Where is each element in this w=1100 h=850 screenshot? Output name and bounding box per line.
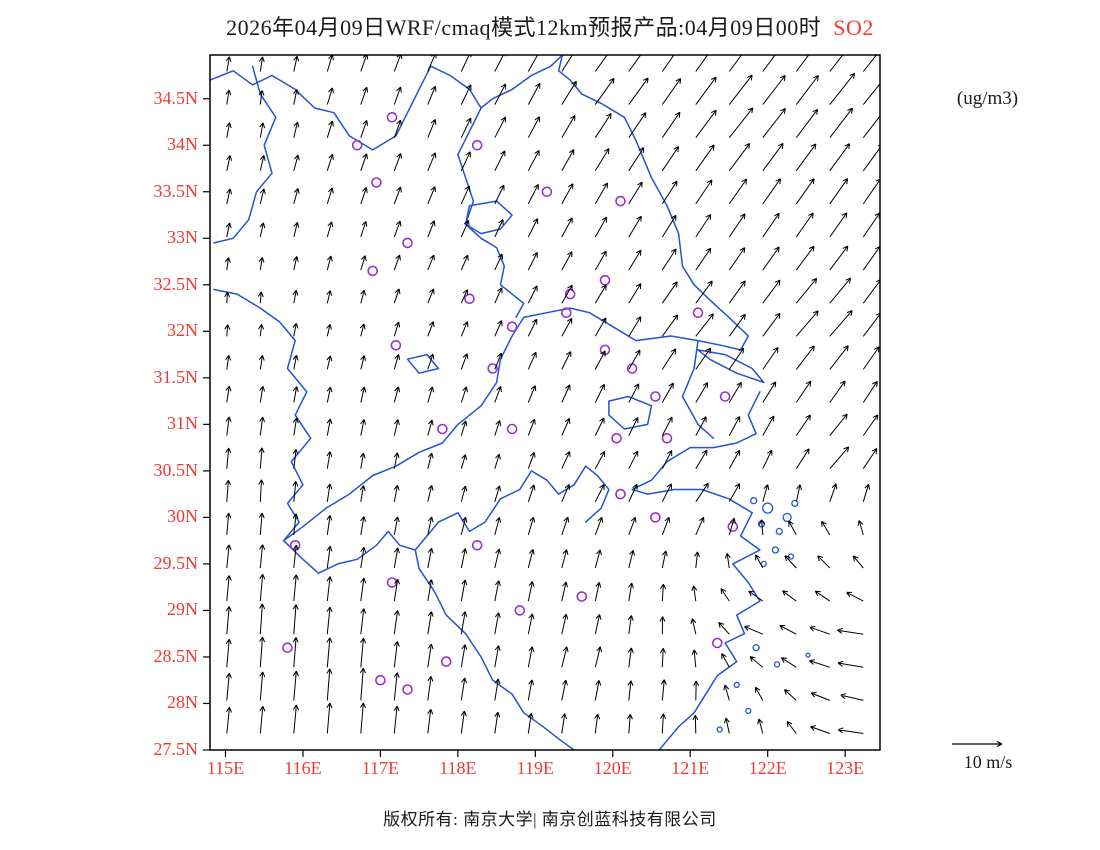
- station-marker: [440, 656, 452, 667]
- station-marker: [351, 139, 363, 151]
- page-title: 2026年04月09日WRF/cmaq模式12km预报产品:04月09日00时 S…: [0, 10, 1100, 42]
- coastline-chongming-island: [697, 349, 765, 384]
- coastline-layer: [210, 55, 811, 750]
- station-marker: [564, 288, 576, 300]
- station-marker: [437, 423, 448, 435]
- title-main: 2026年04月09日WRF/cmaq模式12km预报产品:04月09日00时: [226, 15, 822, 40]
- station-marker: [471, 139, 483, 151]
- island-outline: [782, 512, 792, 523]
- station-marker: [390, 339, 402, 351]
- island-outline: [733, 681, 740, 689]
- coastline-hongze-lake: [464, 200, 513, 235]
- island-outline: [805, 652, 811, 658]
- map-border: [209, 54, 881, 751]
- station-marker: [661, 432, 673, 444]
- station-marker: [650, 391, 661, 402]
- copyright-text: 版权所有: 南京大学| 南京创蓝科技有限公司: [383, 810, 717, 829]
- island-outline: [787, 553, 795, 560]
- station-marker: [611, 432, 622, 444]
- station-marker: [692, 307, 704, 319]
- station-marker: [711, 637, 723, 649]
- station-marker: [464, 293, 475, 305]
- station-marker: [560, 307, 572, 319]
- wind-vectors-layer: [224, 55, 880, 734]
- island-outline: [716, 726, 723, 733]
- units-label: (ug/m3): [956, 88, 1019, 109]
- island-outline: [791, 499, 799, 508]
- station-marker: [506, 321, 518, 333]
- island-outline: [773, 661, 781, 668]
- island-outline: [762, 502, 774, 514]
- station-marker: [650, 512, 661, 523]
- coastline-chao-lake: [406, 353, 440, 374]
- station-marker: [541, 186, 553, 198]
- station-marker: [371, 177, 382, 188]
- station-marker: [576, 591, 588, 602]
- coastline-tai-lake: [608, 395, 653, 430]
- station-marker: [402, 237, 413, 249]
- island-outline: [745, 707, 752, 715]
- coastline-shanghai-zhejiang-coast: [631, 391, 761, 750]
- station-marker: [514, 605, 526, 616]
- coastline-jiangsu-coast-yangtze: [282, 55, 750, 542]
- island-outline: [771, 546, 780, 554]
- island-outline: [752, 644, 760, 652]
- coastline-hubei-anhui-border: [213, 288, 312, 542]
- title-species: SO2: [833, 15, 874, 40]
- coastline-henan-border-north: [213, 65, 277, 244]
- station-marker: [282, 642, 293, 654]
- coastline-jiangxi-zhejiang-border: [414, 549, 494, 681]
- wind-legend-label: 10 m/s: [963, 752, 1013, 772]
- station-marker: [599, 274, 611, 286]
- coastline-zhejiang-fujian-border: [491, 679, 575, 750]
- station-marker: [487, 363, 499, 374]
- station-marker: [471, 539, 483, 551]
- station-marker: [719, 391, 731, 402]
- station-marker: [375, 674, 386, 686]
- station-marker: [402, 684, 413, 695]
- coastline-shanghai-west-border: [681, 339, 715, 440]
- map-frame-layer: [203, 54, 881, 757]
- coastline-anhui-jiangsu-border: [457, 107, 525, 319]
- station-marker: [615, 488, 626, 500]
- station-markers-layer: [282, 112, 739, 695]
- coastline-south-provincial-border: [282, 465, 610, 574]
- station-marker: [367, 265, 379, 277]
- coastline-north-provincial-border: [210, 55, 564, 151]
- station-marker: [289, 539, 301, 551]
- station-marker: [386, 112, 398, 123]
- station-marker: [615, 195, 626, 207]
- island-outline: [750, 497, 758, 505]
- wind-legend-arrow: [952, 740, 1003, 748]
- wind-vectors: [224, 55, 880, 734]
- island-outline: [775, 527, 783, 536]
- island-outline: [760, 560, 767, 568]
- station-marker: [386, 577, 398, 588]
- wind-legend-layer: [952, 740, 1003, 748]
- station-marker: [506, 423, 518, 435]
